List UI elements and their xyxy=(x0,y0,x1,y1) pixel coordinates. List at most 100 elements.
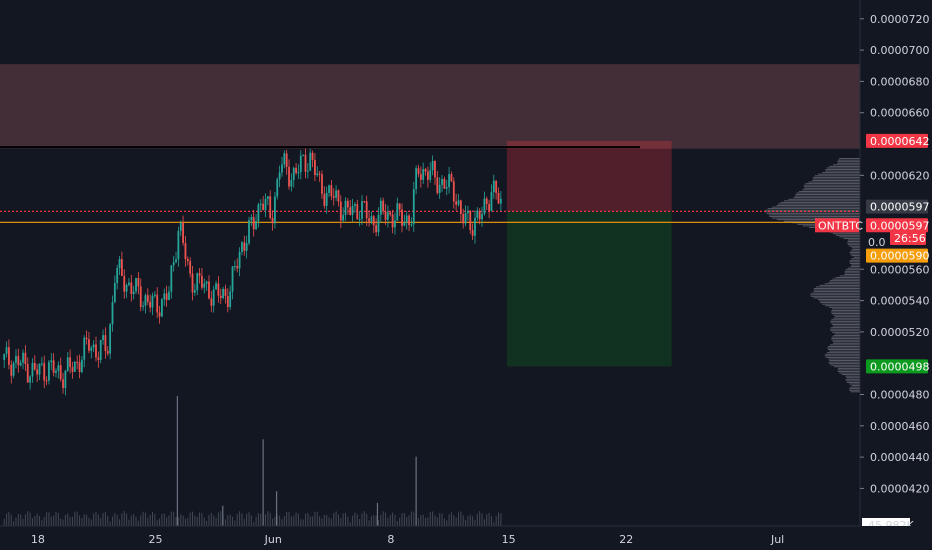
volume-bar xyxy=(10,514,12,526)
candle-body xyxy=(149,301,152,308)
volume-bar xyxy=(410,511,412,526)
volume-bar xyxy=(17,513,19,526)
candle-body xyxy=(344,200,347,215)
volume-profile-bar xyxy=(780,201,860,203)
volume-bar xyxy=(128,519,130,526)
volume-profile-bar xyxy=(828,358,860,360)
candle-body xyxy=(255,221,257,230)
volume-profile-bar xyxy=(825,169,860,170)
volume-bar xyxy=(462,515,464,526)
volume-bar xyxy=(380,514,382,526)
candle-body xyxy=(102,335,104,341)
volume-spike xyxy=(275,491,278,526)
volume-profile-bar xyxy=(850,386,860,388)
volume-profile-bar xyxy=(847,239,860,241)
price-axis-ticks: 0.00007200.00007000.00006800.00006600.00… xyxy=(860,13,930,495)
volume-bar xyxy=(370,516,372,526)
volume-bar xyxy=(392,512,394,526)
candle-body xyxy=(97,357,100,360)
price-tick-label: 0.0000660 xyxy=(870,107,930,120)
volume-bar xyxy=(227,515,229,526)
volume-profile-bar xyxy=(822,172,860,174)
resistance-zone xyxy=(0,64,860,149)
volume-bar xyxy=(274,516,276,526)
volume-bar xyxy=(55,512,57,526)
candles-layer xyxy=(3,148,502,396)
volume-bar xyxy=(257,513,259,526)
volume-profile-bar xyxy=(776,205,860,206)
volume-bar xyxy=(330,518,332,526)
candle-body xyxy=(236,266,239,269)
volume-bar xyxy=(53,515,55,526)
candle-body xyxy=(431,160,434,171)
volume-bar xyxy=(234,520,236,526)
volume-bar xyxy=(417,518,419,526)
price-axis-bg[interactable] xyxy=(860,0,932,526)
volume-bar xyxy=(361,513,363,526)
volume-profile-bar xyxy=(837,161,860,163)
symbol-tag: ONTBTC xyxy=(818,219,863,232)
volume-profile-bar xyxy=(847,244,860,246)
volume-profile-bar xyxy=(828,361,860,363)
volume-profile-bar xyxy=(805,183,860,185)
volume-profile-bar xyxy=(831,319,860,321)
position-tool-layer xyxy=(506,140,672,367)
volume-profile-bar xyxy=(831,339,860,341)
volume-bar xyxy=(83,514,85,526)
volume-spike xyxy=(376,502,379,526)
candle-body xyxy=(19,362,22,366)
volume-profile-bar xyxy=(839,158,860,160)
resistance-zone-layer xyxy=(0,64,860,149)
volume-profile-bar xyxy=(815,286,860,288)
volume-profile-bar xyxy=(825,305,860,307)
volume-bar xyxy=(457,512,459,526)
candle-body xyxy=(424,169,427,172)
volume-bar xyxy=(177,517,179,526)
candle-body xyxy=(64,370,67,388)
candle-body xyxy=(189,261,192,274)
candle-body xyxy=(328,185,330,193)
volume-bar xyxy=(276,514,278,526)
volume-profile-bar xyxy=(847,241,860,242)
candle-body xyxy=(146,295,149,302)
candle-body xyxy=(483,198,486,214)
price-tag-partial: 0.0 xyxy=(868,236,886,249)
volume-profile-bar xyxy=(828,363,860,365)
volume-bar xyxy=(373,514,375,526)
candle-body xyxy=(342,214,345,221)
volume-bar xyxy=(208,515,210,526)
volume-profile-bar xyxy=(825,353,860,355)
volume-bar xyxy=(385,512,387,526)
candle-body xyxy=(111,302,114,325)
volume-bar xyxy=(314,511,316,526)
volume-bar xyxy=(161,513,163,526)
volume-bar xyxy=(175,517,177,526)
volume-bar xyxy=(109,521,111,526)
candle-body xyxy=(128,282,130,286)
candle-body xyxy=(448,174,450,188)
price-tag: 26:56 xyxy=(894,232,926,245)
volume-bar xyxy=(147,517,149,526)
volume-profile-bar xyxy=(817,299,860,300)
time-tick-label: Jul xyxy=(770,533,784,546)
time-axis-bg[interactable] xyxy=(0,526,932,550)
volume-profile-bar xyxy=(830,320,860,322)
volume-bar xyxy=(142,511,144,526)
price-tag-bg xyxy=(866,199,928,214)
volume-profile-bar xyxy=(803,184,860,186)
candle-body xyxy=(168,291,170,301)
volume-profile-bar xyxy=(832,324,860,325)
volume-bar xyxy=(90,519,92,526)
candle-body xyxy=(73,361,76,372)
volume-profile-bar xyxy=(813,289,860,291)
volume-bar xyxy=(354,512,356,526)
volume-bar xyxy=(434,515,436,526)
candle-body xyxy=(490,192,493,211)
candle-body xyxy=(278,172,281,180)
volume-bar xyxy=(173,512,175,526)
volume-profile-bar xyxy=(824,355,860,357)
volume-bar xyxy=(321,518,323,526)
candle-body xyxy=(29,376,31,383)
volume-bar xyxy=(269,512,271,526)
